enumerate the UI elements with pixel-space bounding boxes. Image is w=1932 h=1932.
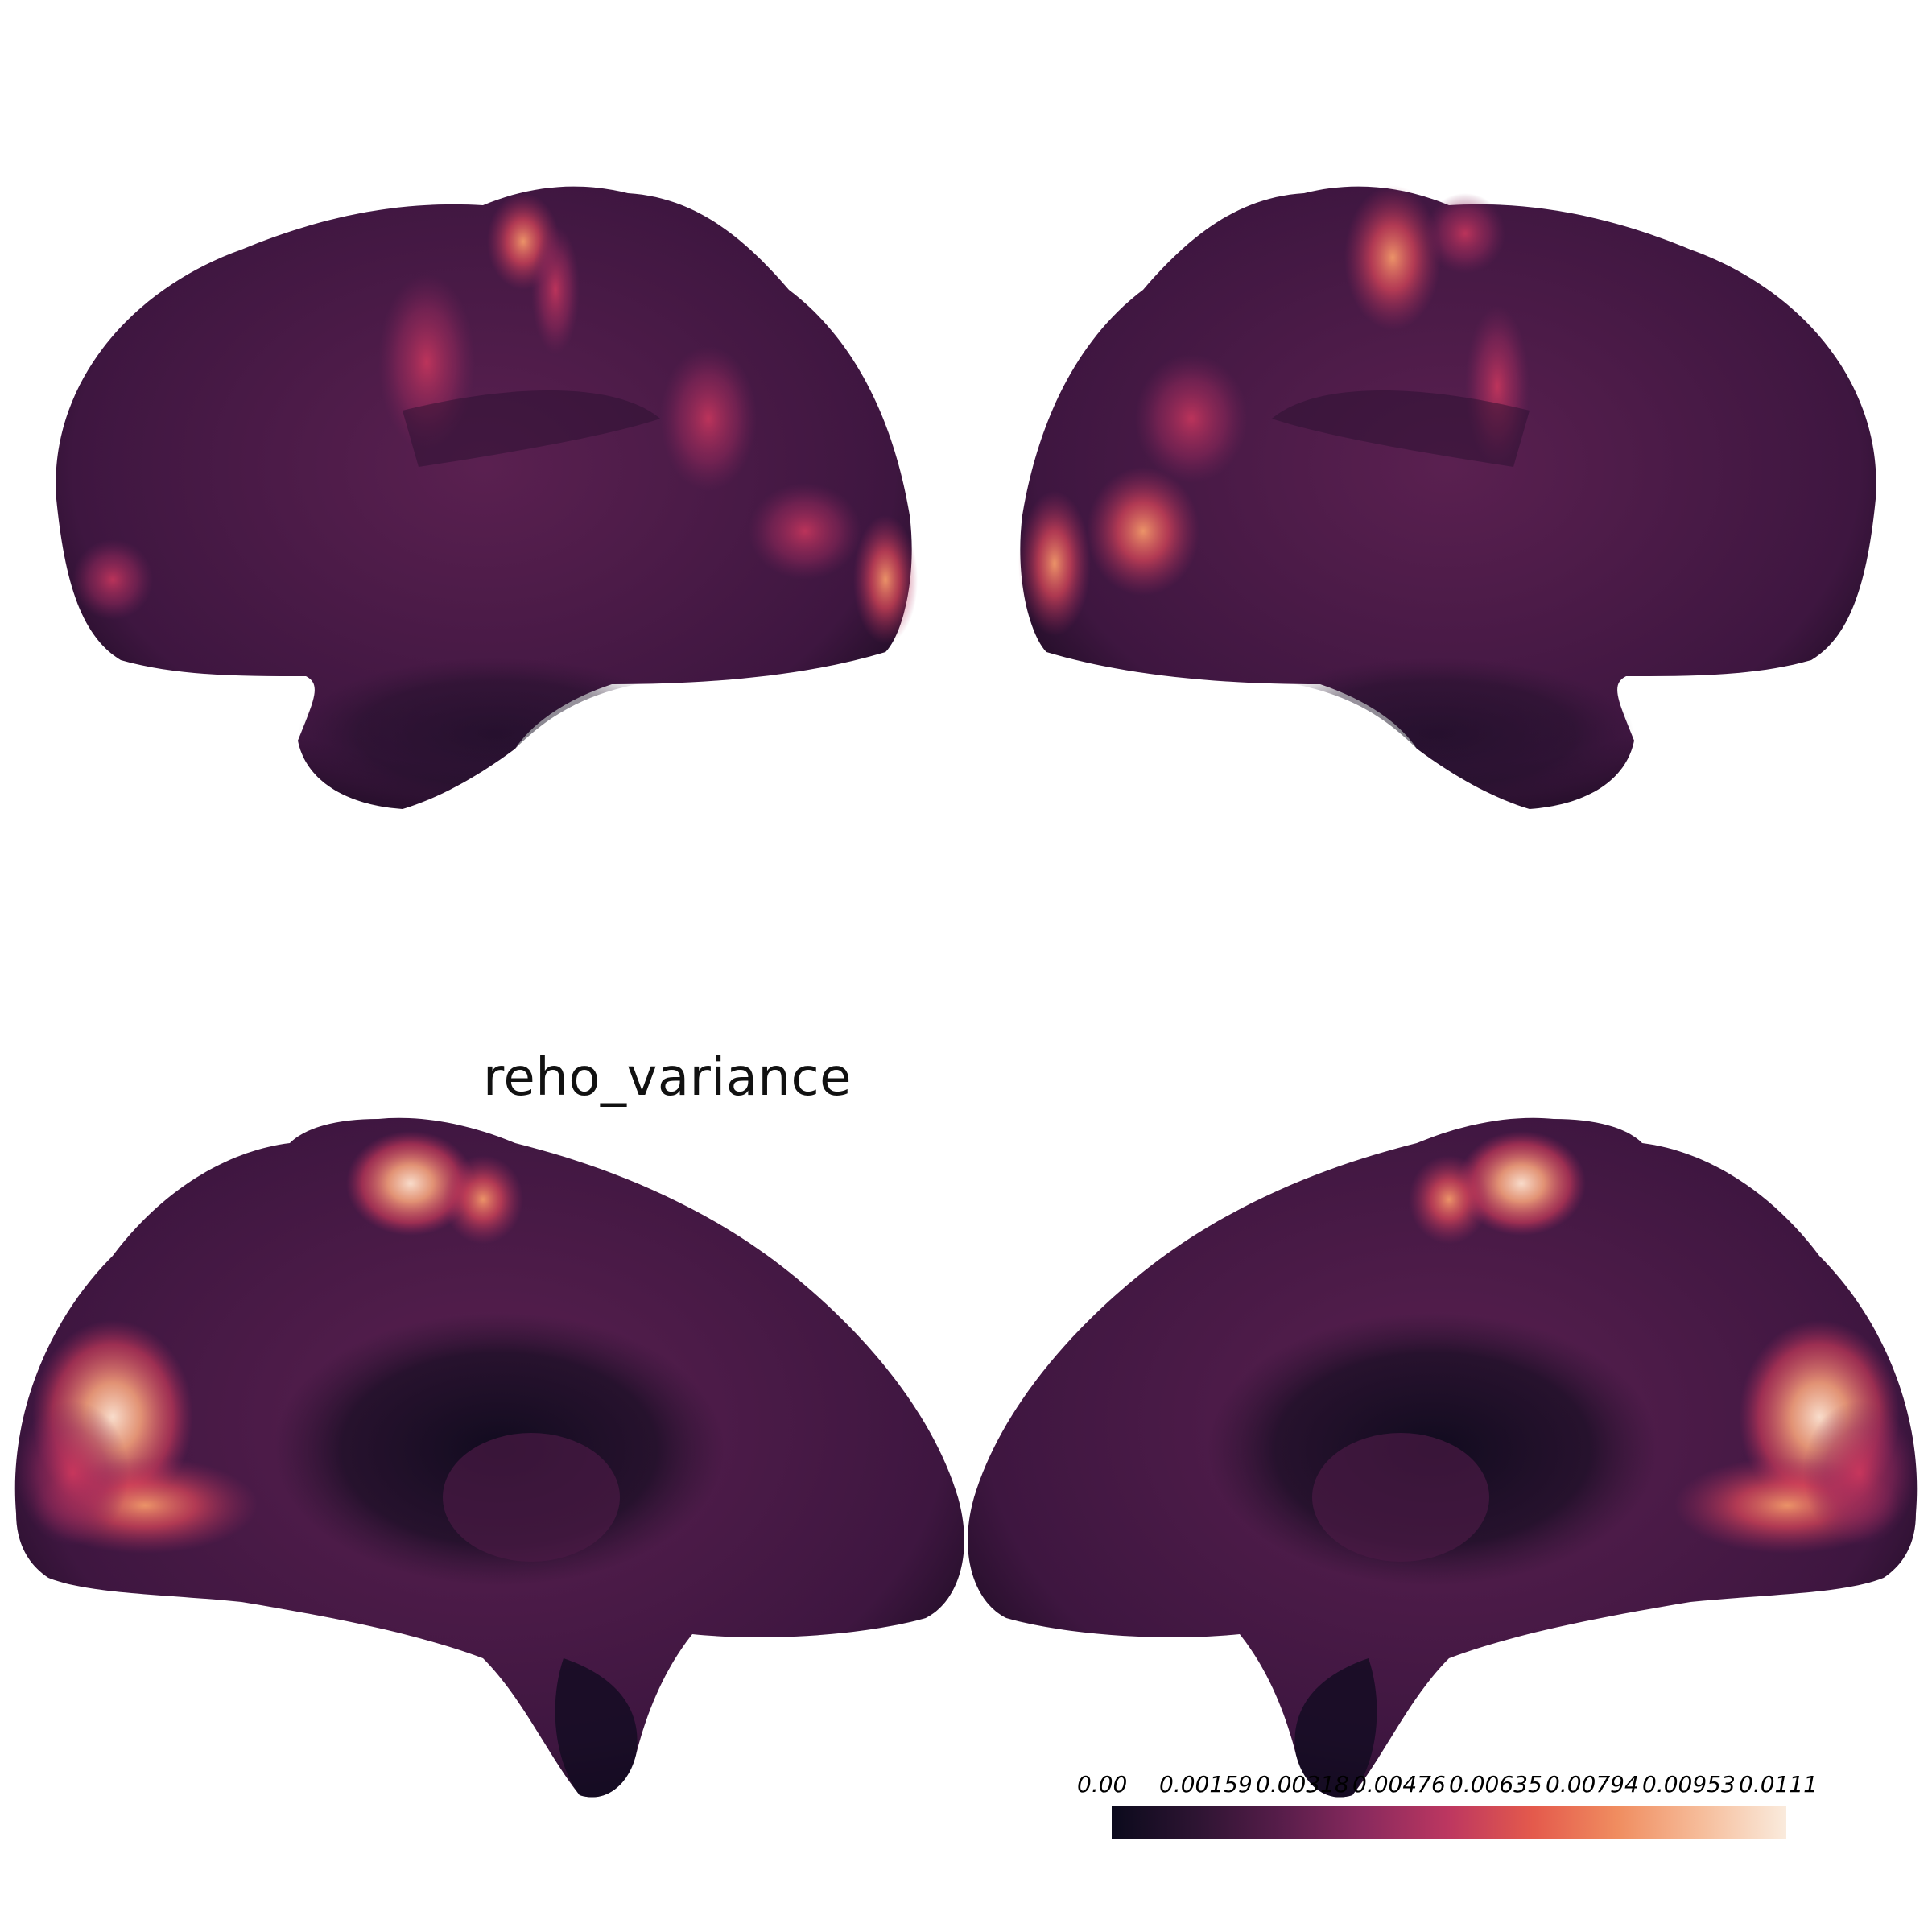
- colorbar-tick-labels: 0.00 0.00159 0.00318 0.00476 0.00635 0.0…: [1071, 1771, 1827, 1803]
- colorbar-tick: 0.00318: [1256, 1771, 1349, 1798]
- figure-title: reho_variance: [483, 1048, 852, 1108]
- right-lateral-brain: [1018, 185, 1876, 809]
- right-medial-brain: [968, 1117, 1918, 1798]
- colorbar-tick: 0.00635: [1449, 1771, 1542, 1798]
- colorbar-tick: 0.00953: [1642, 1771, 1736, 1798]
- colorbar-tick: 0.00794: [1546, 1771, 1639, 1798]
- colorbar-tick: 0.00476: [1352, 1771, 1446, 1798]
- left-medial-brain: [14, 1117, 964, 1798]
- colorbar: [1112, 1806, 1786, 1839]
- colorbar-tick: 0.00159: [1159, 1771, 1253, 1798]
- colorbar-tick: 0.00: [1077, 1771, 1128, 1798]
- left-lateral-brain: [56, 186, 918, 809]
- colorbar-tick: 0.0111: [1739, 1771, 1818, 1798]
